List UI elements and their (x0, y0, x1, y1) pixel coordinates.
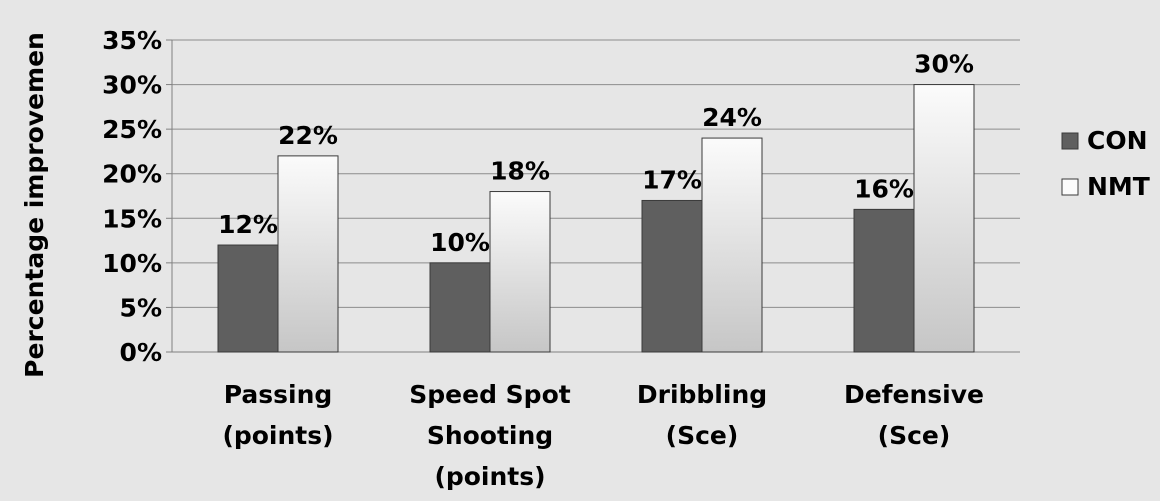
data-label-nmt: 18% (490, 157, 550, 186)
x-tick-label: (Sce) (878, 421, 951, 450)
x-tick-label: Speed Spot (409, 380, 570, 409)
x-tick-label: (Sce) (666, 421, 739, 450)
data-label-nmt: 30% (914, 50, 974, 79)
y-tick-label: 15% (102, 204, 162, 233)
y-axis-title: Percentage improvemen (20, 32, 49, 378)
x-tick-label: (points) (434, 462, 545, 491)
x-tick-label: (points) (222, 421, 333, 450)
labels: 0% 5% 10% 15% 20% 25% 30% 35% 12% 22% Passing (poin… (20, 26, 984, 491)
legend-swatch-con (1061, 132, 1079, 150)
data-label-nmt: 24% (702, 103, 762, 132)
bar-nmt (913, 84, 975, 353)
bar-con (853, 208, 915, 353)
legend: CON NMT (1061, 126, 1150, 201)
bar-con (217, 244, 279, 353)
legend-swatch-nmt (1061, 178, 1079, 196)
bars (217, 84, 975, 353)
bar-nmt (489, 191, 551, 353)
y-tick-label: 30% (102, 71, 162, 100)
y-tick-label: 10% (102, 249, 162, 278)
legend-label-con: CON (1087, 126, 1148, 155)
data-label-con: 12% (218, 210, 278, 239)
y-tick-label: 25% (102, 115, 162, 144)
data-label-con: 16% (854, 174, 914, 203)
y-tick-label: 35% (102, 26, 162, 55)
data-label-con: 17% (642, 165, 702, 194)
y-tick-label: 0% (120, 338, 162, 367)
y-tick-label: 5% (120, 293, 162, 322)
x-tick-label: Defensive (844, 380, 984, 409)
bar-con (641, 199, 703, 353)
bar-nmt (277, 155, 339, 353)
bar-con (429, 262, 491, 353)
x-tick-label: Dribbling (637, 380, 767, 409)
data-label-nmt: 22% (278, 121, 338, 150)
data-label-con: 10% (430, 228, 490, 257)
x-tick-label: Shooting (427, 421, 553, 450)
legend-label-nmt: NMT (1087, 172, 1150, 201)
bar-nmt (701, 137, 763, 353)
x-tick-label: Passing (224, 380, 333, 409)
y-tick-label: 20% (102, 160, 162, 189)
